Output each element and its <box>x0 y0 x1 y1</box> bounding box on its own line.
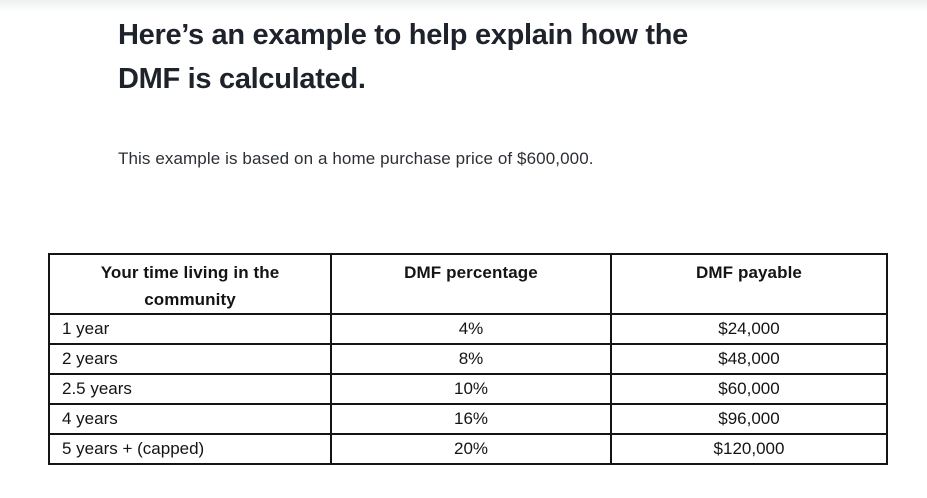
dmf-table: Your time living in the community DMF pe… <box>48 253 888 465</box>
cell-percentage: 4% <box>330 313 612 345</box>
cell-payable: $60,000 <box>610 373 888 405</box>
cell-percentage: 20% <box>330 433 612 465</box>
page-title-line-2: DMF is calculated. <box>118 63 366 95</box>
cell-time: 5 years + (capped) <box>48 433 332 465</box>
column-header-percentage: DMF percentage <box>330 253 612 315</box>
cell-time: 2.5 years <box>48 373 332 405</box>
cell-percentage: 10% <box>330 373 612 405</box>
cell-payable: $120,000 <box>610 433 888 465</box>
top-edge-shadow <box>0 0 927 12</box>
cell-time: 1 year <box>48 313 332 345</box>
page-title-line-1: Here’s an example to help explain how th… <box>118 19 689 51</box>
table-row: 5 years + (capped) 20% $120,000 <box>48 433 888 465</box>
cell-time: 4 years <box>48 403 332 435</box>
column-header-time: Your time living in the community <box>48 253 332 315</box>
table-row: 2 years 8% $48,000 <box>48 343 888 375</box>
cell-percentage: 16% <box>330 403 612 435</box>
column-header-payable: DMF payable <box>610 253 888 315</box>
cell-time: 2 years <box>48 343 332 375</box>
cell-payable: $48,000 <box>610 343 888 375</box>
page-title: Here’s an example to help explain how th… <box>118 13 688 101</box>
table-row: 1 year 4% $24,000 <box>48 313 888 345</box>
table-row: 4 years 16% $96,000 <box>48 403 888 435</box>
cell-payable: $24,000 <box>610 313 888 345</box>
cell-payable: $96,000 <box>610 403 888 435</box>
example-description: This example is based on a home purchase… <box>118 149 594 168</box>
table-header-row: Your time living in the community DMF pe… <box>48 253 888 315</box>
table-row: 2.5 years 10% $60,000 <box>48 373 888 405</box>
cell-percentage: 8% <box>330 343 612 375</box>
